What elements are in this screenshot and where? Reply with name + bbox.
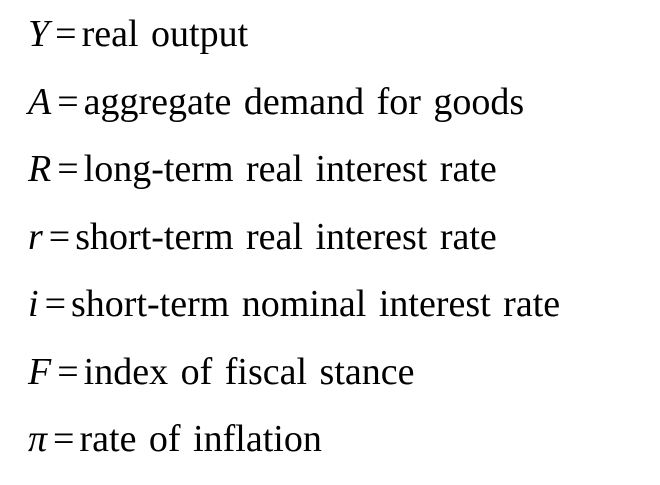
variable-description: aggregate demand for goods xyxy=(83,80,525,123)
variable-symbol: r xyxy=(28,215,43,258)
definition-row-short-term-real-rate: r = short-term real interest rate xyxy=(28,215,658,283)
equals-sign: = xyxy=(57,350,79,393)
variable-symbol: R xyxy=(28,148,52,190)
equals-sign: = xyxy=(57,80,79,123)
variable-description: long-term real interest rate xyxy=(83,148,497,190)
equals-sign: = xyxy=(44,283,66,325)
equals-sign: = xyxy=(55,13,77,55)
definition-row-short-term-nominal-rate: i = short-term nominal interest rate xyxy=(28,282,658,350)
equals-sign: = xyxy=(53,418,75,460)
variable-symbol: π xyxy=(28,418,48,460)
equals-sign: = xyxy=(57,148,79,190)
definition-row-aggregate-demand: A = aggregate demand for goods xyxy=(28,80,658,148)
variable-description: index of fiscal stance xyxy=(83,350,415,393)
definition-row-real-output: Y = real output xyxy=(28,12,658,80)
variable-description: short-term real interest rate xyxy=(75,215,497,258)
variable-definitions-list: Y = real output A = aggregate demand for goo… xyxy=(28,12,658,485)
definition-row-long-term-real-rate: R = long-term real interest rate xyxy=(28,147,658,215)
variable-symbol: A xyxy=(28,80,52,123)
variable-symbol: Y xyxy=(28,13,50,55)
definition-row-inflation: π = rate of inflation xyxy=(28,417,658,485)
variable-description: real output xyxy=(81,13,249,55)
equals-sign: = xyxy=(48,215,71,258)
variable-symbol: i xyxy=(28,283,39,325)
variable-description: short-term nominal interest rate xyxy=(71,283,561,325)
variable-symbol: F xyxy=(28,350,52,393)
variable-description: rate of inflation xyxy=(79,418,322,460)
definition-row-fiscal-stance: F = index of fiscal stance xyxy=(28,350,658,418)
